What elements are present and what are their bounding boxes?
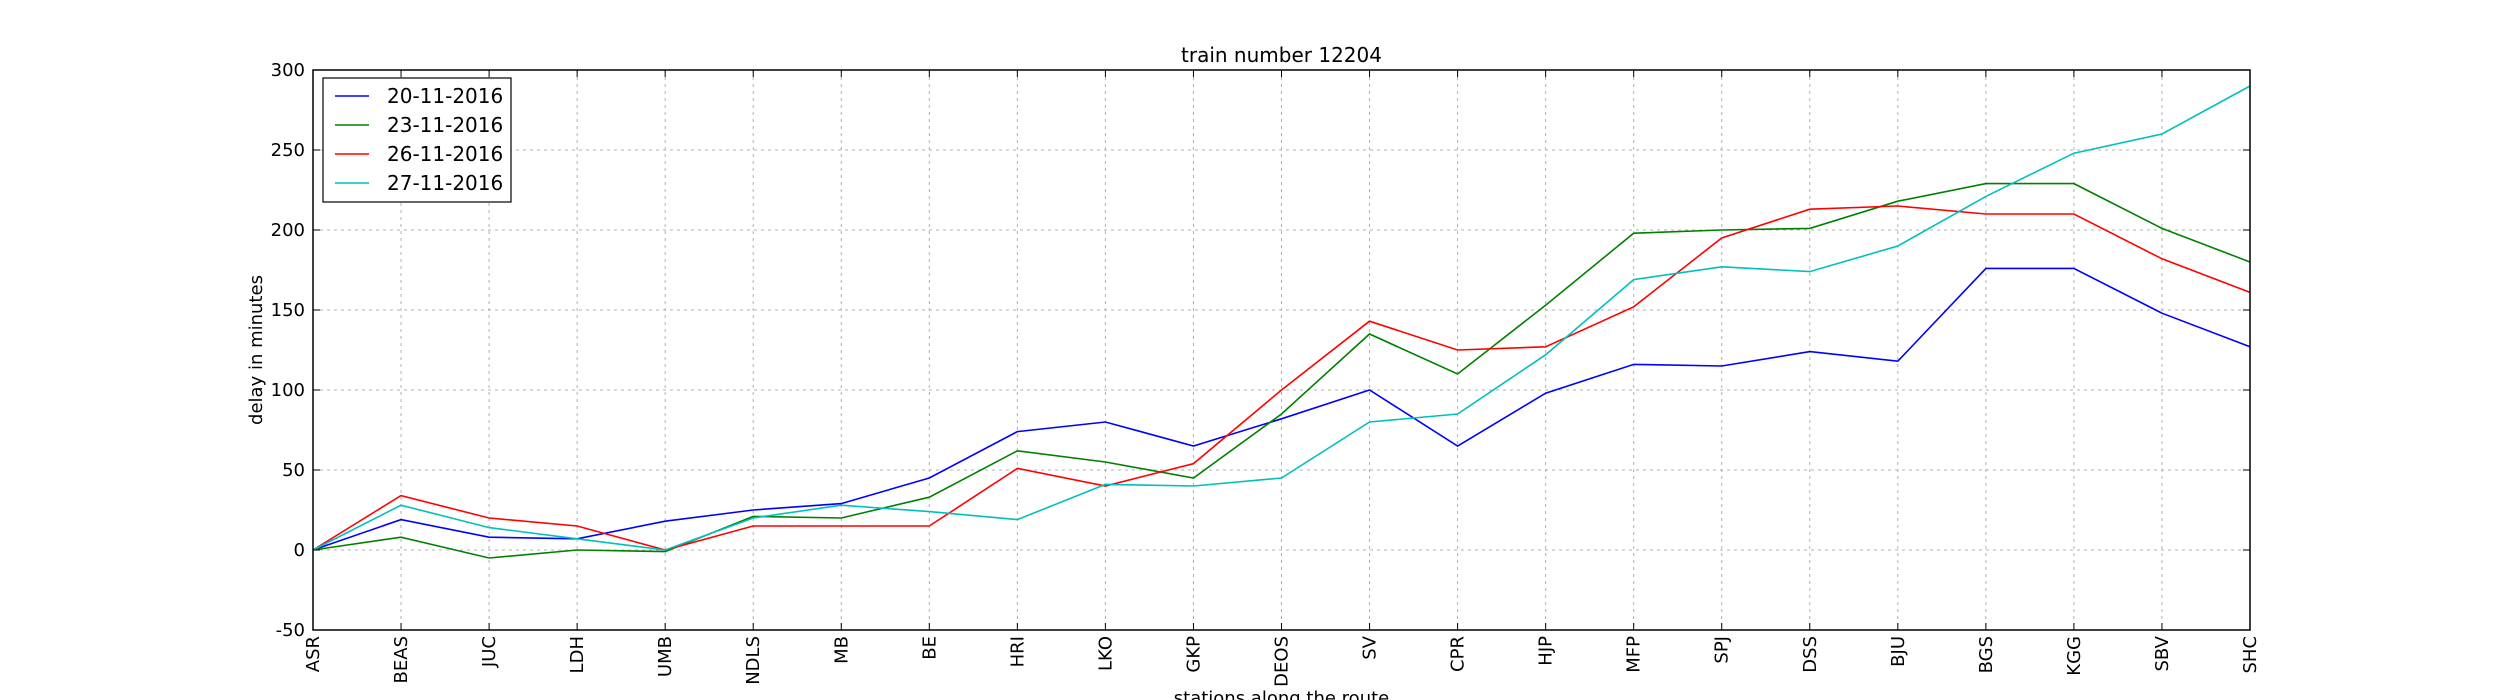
x-tick-label: HRI bbox=[1007, 636, 1028, 667]
legend: 20-11-2016 23-11-2016 26-11-2016 27-11-2016 bbox=[322, 77, 512, 203]
x-tick-label: HJP bbox=[1536, 636, 1557, 666]
series-line-4 bbox=[312, 85, 2251, 551]
series-lines bbox=[312, 85, 2251, 559]
x-tick-label: DSS bbox=[1800, 636, 1821, 673]
legend-box bbox=[322, 77, 512, 203]
series-line-3 bbox=[312, 205, 2251, 551]
y-tick-label: 50 bbox=[282, 460, 305, 481]
legend-label: 27-11-2016 bbox=[387, 171, 503, 195]
x-tick-label: UMB bbox=[655, 636, 676, 677]
y-tick-label: 150 bbox=[271, 300, 305, 321]
x-tick-label: ASR bbox=[303, 636, 324, 672]
y-tick-label: 100 bbox=[271, 380, 305, 401]
x-tick-label: DEOS bbox=[1272, 636, 1293, 687]
x-tick-label: MB bbox=[831, 636, 852, 664]
x-tick-label: SPJ bbox=[1712, 636, 1733, 664]
x-tick-label: NDLS bbox=[743, 636, 764, 685]
x-axis-ticks: ASR BEAS JUC LDH UMB NDLS MB BE HRI LKO GKP DEOS SV C… bbox=[303, 70, 2261, 687]
chart-title: train number 12204 bbox=[1181, 43, 1382, 67]
x-tick-label: MFP bbox=[1624, 636, 1645, 673]
x-tick-label: BEAS bbox=[391, 636, 412, 683]
x-tick-label: BE bbox=[919, 636, 940, 660]
x-axis-title: stations along the route bbox=[1174, 688, 1389, 700]
x-tick-label: KGG bbox=[2064, 636, 2085, 676]
x-tick-label: CPR bbox=[1448, 636, 1469, 672]
y-tick-label: -50 bbox=[276, 620, 305, 641]
x-tick-label: SV bbox=[1360, 635, 1381, 659]
x-tick-label: BJU bbox=[1888, 636, 1909, 667]
y-tick-label: 200 bbox=[271, 220, 305, 241]
y-tick-label: 250 bbox=[271, 140, 305, 161]
legend-label: 20-11-2016 bbox=[387, 84, 503, 108]
y-tick-label: 0 bbox=[294, 540, 305, 561]
x-tick-label: LDH bbox=[567, 636, 588, 673]
legend-label: 23-11-2016 bbox=[387, 113, 503, 137]
x-tick-label: JUC bbox=[479, 636, 500, 668]
series-line-2 bbox=[312, 182, 2251, 559]
x-tick-label: SHC bbox=[2240, 636, 2261, 674]
x-tick-label: BGS bbox=[1976, 636, 1997, 673]
x-tick-label: GKP bbox=[1183, 636, 1204, 673]
legend-label: 26-11-2016 bbox=[387, 142, 503, 166]
series-line-1 bbox=[312, 267, 2251, 551]
x-tick-label: LKO bbox=[1095, 636, 1116, 671]
y-tick-label: 300 bbox=[271, 60, 305, 81]
grid-lines bbox=[313, 70, 2250, 630]
y-axis-title: delay in minutes bbox=[246, 275, 267, 425]
y-axis-ticks: -50 0 50 100 150 200 250 300 bbox=[271, 60, 2250, 641]
x-tick-label: SBV bbox=[2152, 635, 2173, 671]
